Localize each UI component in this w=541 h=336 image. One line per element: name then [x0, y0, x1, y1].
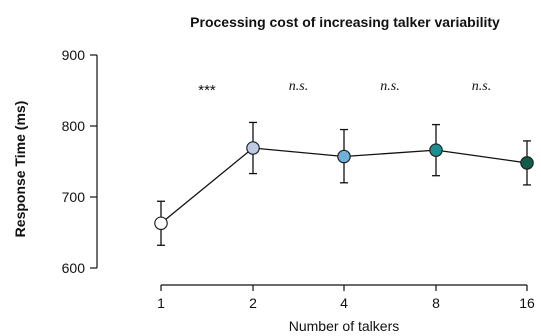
x-axis-label: Number of talkers [289, 318, 399, 334]
x-tick-label: 8 [432, 295, 440, 311]
data-point [429, 143, 443, 157]
data-point [154, 216, 168, 231]
y-axis-label: Response Time (ms) [12, 101, 28, 238]
y-ticks: 600 700 800 900 [62, 47, 97, 276]
data-point [246, 141, 260, 155]
significance-label: n.s. [472, 79, 491, 94]
x-tick-label: 4 [340, 295, 348, 311]
x-tick-label: 2 [249, 295, 257, 311]
chart-title: Processing cost of increasing talker var… [190, 14, 500, 30]
series [154, 121, 534, 246]
annotations: *** n.s. n.s. n.s. [198, 79, 491, 99]
data-point [520, 156, 534, 170]
significance-label: n.s. [380, 79, 399, 94]
y-tick-label: 900 [62, 47, 86, 63]
significance-label: *** [198, 82, 216, 99]
x-tick-label: 1 [157, 295, 165, 311]
y-tick-label: 800 [62, 118, 86, 134]
x-tick-label: 16 [519, 295, 535, 311]
data-point [337, 149, 351, 164]
x-ticks: 1 2 4 8 16 [157, 285, 535, 311]
y-tick-label: 700 [62, 189, 86, 205]
y-tick-label: 600 [62, 260, 86, 276]
significance-label: n.s. [289, 79, 308, 94]
